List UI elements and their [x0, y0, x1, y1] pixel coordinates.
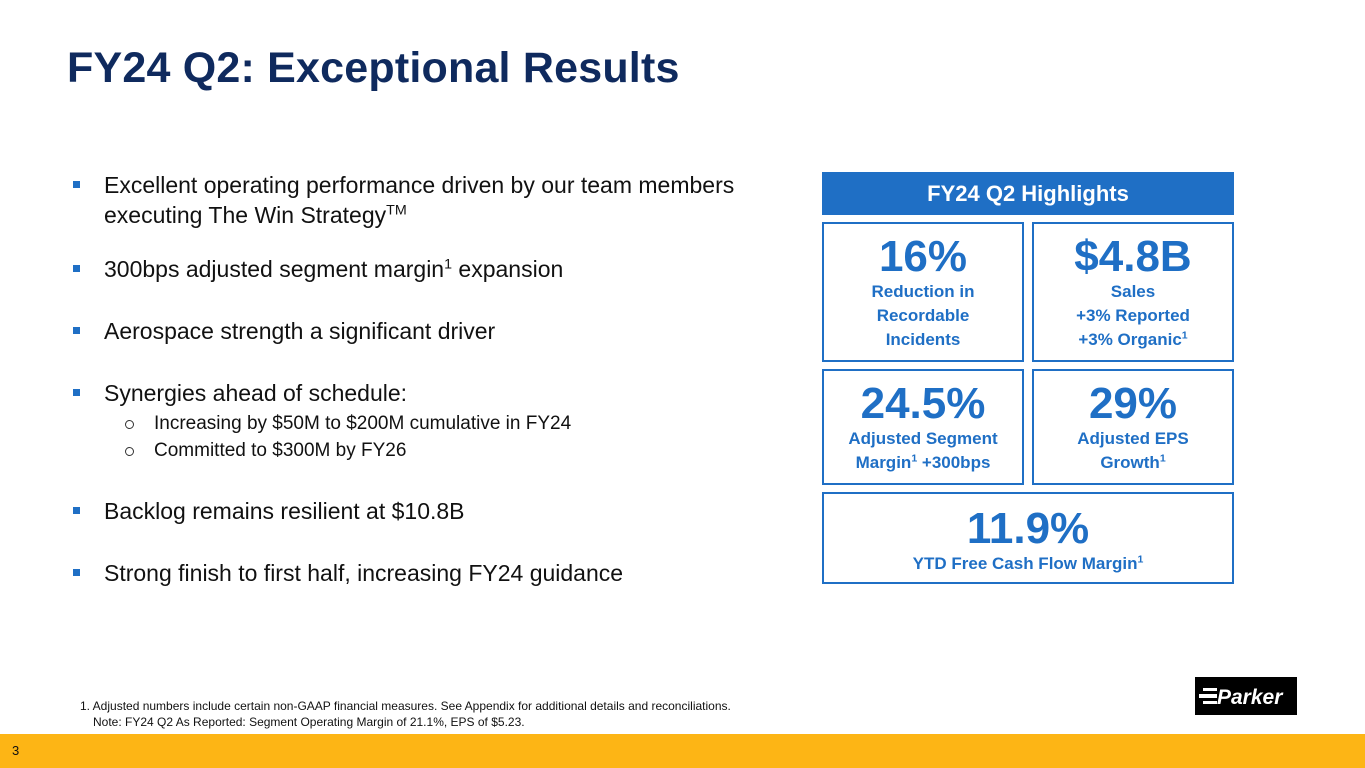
highlight-label-line: Sales	[1110, 282, 1156, 301]
highlight-value: 11.9%	[966, 504, 1090, 553]
bullet-text: Aerospace strength a significant driver	[104, 318, 496, 344]
trademark-sup: TM	[386, 202, 407, 219]
bullet-item: Strong finish to first half, increasing …	[70, 558, 750, 588]
square-bullet-icon	[73, 507, 80, 514]
footnote-sup: 1	[1181, 329, 1188, 342]
highlight-label-line: +3% Organic1	[1034, 328, 1232, 352]
highlight-label-line: Adjusted Segment	[848, 429, 998, 448]
highlight-label-text: +300bps	[917, 453, 991, 472]
sub-bullet-text: Increasing by $50M to $200M cumulative i…	[154, 413, 572, 434]
highlight-label: Reduction in Recordable Incidents	[824, 280, 1022, 352]
highlight-label-line: Reduction in	[871, 282, 975, 301]
highlight-label: Adjusted Segment Margin1 +300bps	[824, 427, 1022, 475]
footnote-sup: 1	[1137, 553, 1144, 566]
footnote: 1. Adjusted numbers include certain non-…	[80, 698, 731, 730]
highlight-label-line: Recordable	[876, 306, 970, 325]
bullet-text: Backlog remains resilient at $10.8B	[104, 498, 465, 524]
highlight-label-text: Margin	[855, 453, 912, 472]
bullet-text: expansion	[452, 256, 564, 282]
footnote-sup: 1	[911, 452, 918, 465]
highlight-tile-incidents: 16% Reduction in Recordable Incidents	[822, 222, 1024, 362]
square-bullet-icon	[73, 569, 80, 576]
sub-bullet-item: Increasing by $50M to $200M cumulative i…	[70, 410, 750, 437]
sub-bullet-text: Committed to $300M by FY26	[154, 440, 407, 461]
highlight-label-line: Adjusted EPS	[1077, 429, 1189, 448]
highlight-value: 24.5%	[860, 379, 986, 428]
highlight-value: 16%	[878, 232, 968, 281]
footnote-line: Note: FY24 Q2 As Reported: Segment Opera…	[93, 715, 525, 729]
highlight-label-text: Growth	[1100, 453, 1160, 472]
bullet-text: 300bps adjusted segment margin	[104, 256, 445, 282]
bottom-bar: 3	[0, 734, 1365, 768]
highlight-value: $4.8B	[1074, 232, 1192, 281]
page-number: 3	[12, 743, 20, 758]
bullet-text: Excellent operating performance driven b…	[104, 172, 735, 228]
footnote-sup: 1	[1159, 452, 1166, 465]
circle-bullet-icon	[125, 420, 134, 429]
highlight-label-text: YTD Free Cash Flow Margin	[912, 554, 1138, 573]
footnote-line: 1. Adjusted numbers include certain non-…	[80, 699, 731, 713]
parker-logo-icon: Parker	[1195, 677, 1297, 715]
highlight-label-line: Growth1	[1034, 451, 1232, 475]
bullet-text: Synergies ahead of schedule:	[104, 380, 408, 406]
highlight-tile-eps: 29% Adjusted EPS Growth1	[1032, 369, 1234, 485]
circle-bullet-icon	[125, 447, 134, 456]
logo-wordmark: Parker	[1217, 686, 1284, 709]
highlight-tile-sales: $4.8B Sales +3% Reported +3% Organic1	[1032, 222, 1234, 362]
bullet-item: Excellent operating performance driven b…	[70, 170, 750, 230]
highlight-label-text: +3% Organic	[1078, 330, 1182, 349]
square-bullet-icon	[73, 265, 80, 272]
highlight-label: Sales +3% Reported +3% Organic1	[1034, 280, 1232, 352]
bullet-item: 300bps adjusted segment margin1 expansio…	[70, 254, 750, 284]
highlight-label-line: +3% Reported	[1076, 306, 1190, 325]
square-bullet-icon	[73, 327, 80, 334]
highlights-header: FY24 Q2 Highlights	[822, 172, 1234, 215]
sub-bullet-list: Increasing by $50M to $200M cumulative i…	[104, 410, 750, 464]
bullet-item: Aerospace strength a significant driver	[70, 316, 750, 346]
bullet-item: Synergies ahead of schedule: Increasing …	[70, 378, 750, 464]
page-title: FY24 Q2: Exceptional Results	[67, 44, 680, 92]
square-bullet-icon	[73, 181, 80, 188]
footnote-sup: 1	[444, 256, 453, 273]
highlight-value: 29%	[1088, 379, 1178, 428]
square-bullet-icon	[73, 389, 80, 396]
highlight-tile-segment-margin: 24.5% Adjusted Segment Margin1 +300bps	[822, 369, 1024, 485]
highlight-label-line: Margin1 +300bps	[824, 451, 1022, 475]
highlight-tile-free-cash-flow: 11.9% YTD Free Cash Flow Margin1	[822, 492, 1234, 584]
bullet-text: Strong finish to first half, increasing …	[104, 560, 624, 586]
highlight-label-line: Incidents	[885, 330, 961, 349]
bullet-item: Backlog remains resilient at $10.8B	[70, 496, 750, 526]
highlight-label: Adjusted EPS Growth1	[1034, 427, 1232, 475]
sub-bullet-item: Committed to $300M by FY26	[70, 437, 750, 464]
highlight-label: YTD Free Cash Flow Margin1	[824, 552, 1232, 576]
bullet-list: Excellent operating performance driven b…	[70, 170, 750, 588]
